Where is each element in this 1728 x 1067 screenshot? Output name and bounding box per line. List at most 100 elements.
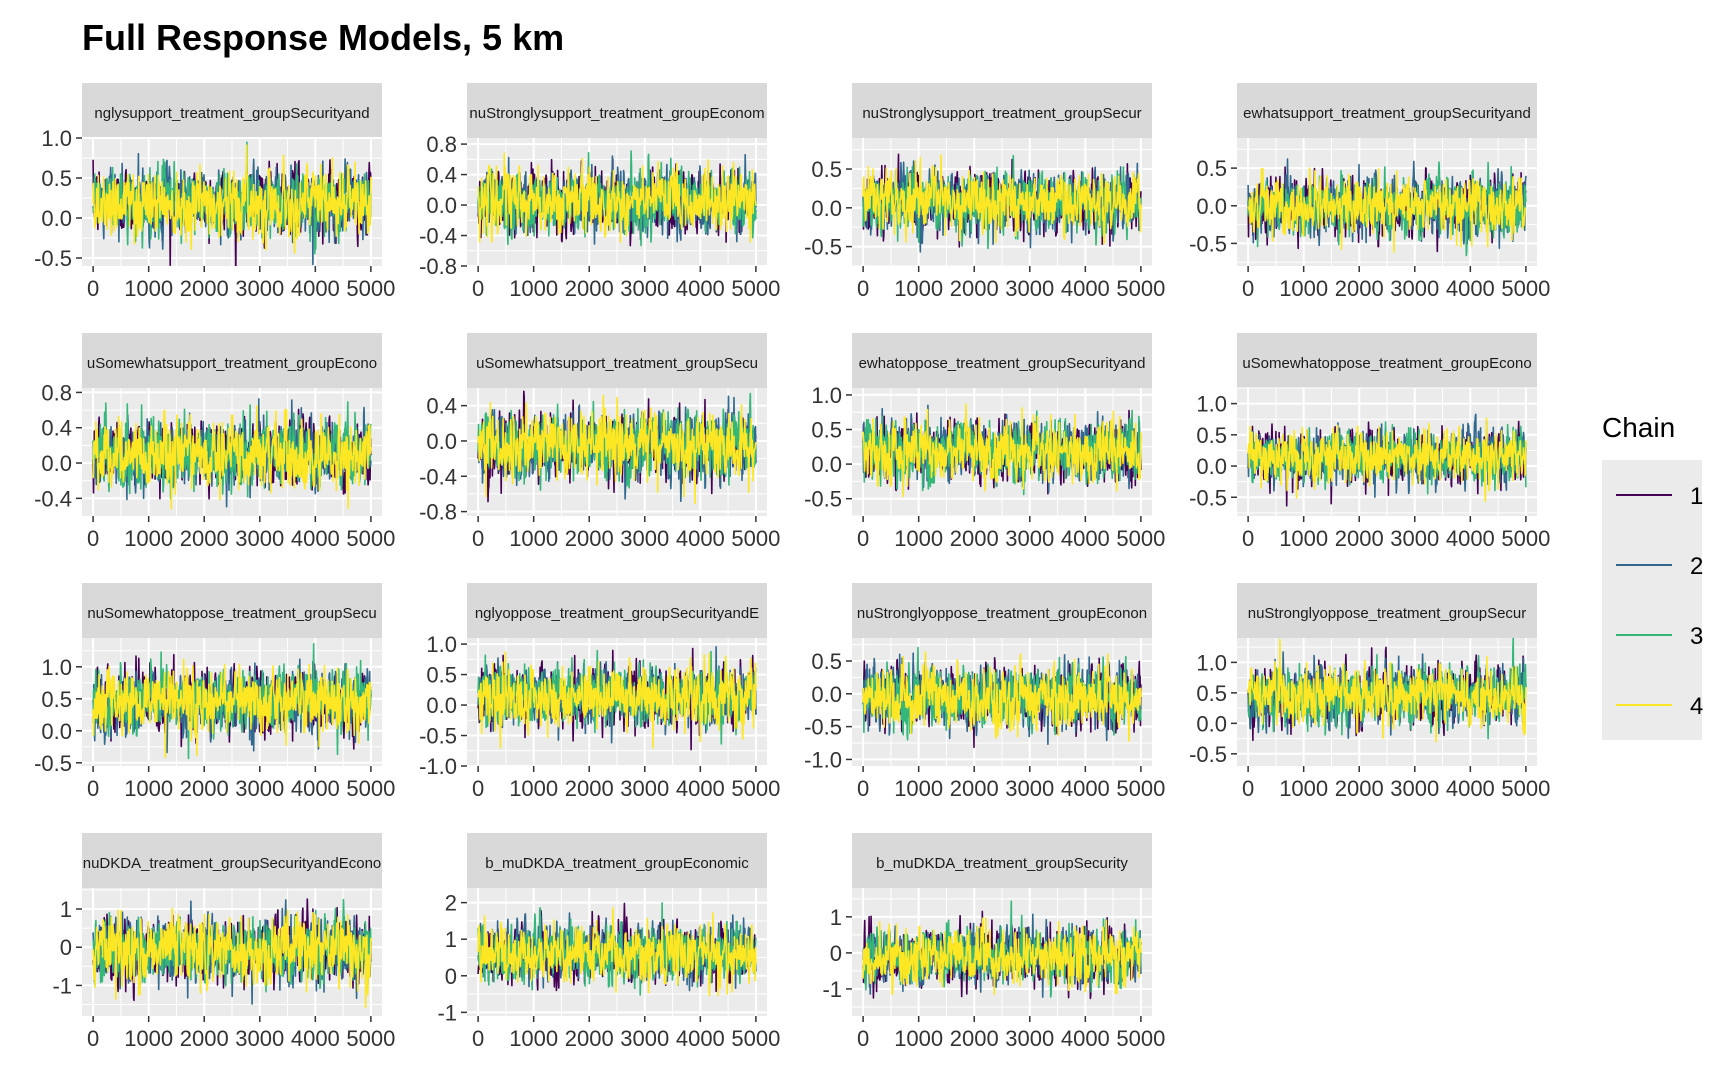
x-tick-label: 1000 [509, 776, 558, 801]
x-tick-label: 4000 [1446, 276, 1495, 301]
chain-4-trace [477, 394, 757, 505]
y-tick-label: -1.0 [804, 747, 842, 772]
y-tick-label: 0.4 [426, 394, 457, 419]
x-tick-label: 4000 [291, 276, 340, 301]
y-tick-label: 0.0 [41, 719, 72, 744]
facet-panel-1: nglysupport_treatment_groupSecurityand 1.… [34, 83, 395, 301]
x-tick-label: 1000 [509, 1026, 558, 1051]
chain-4-trace [862, 917, 1142, 996]
y-tick-label: 0.5 [1196, 423, 1227, 448]
x-tick-label: 3000 [620, 276, 669, 301]
x-tick-label: 3000 [1005, 526, 1054, 551]
x-tick-label: 3000 [235, 1026, 284, 1051]
x-tick-label: 3000 [620, 1026, 669, 1051]
x-tick-label: 5000 [346, 526, 395, 551]
chain-4-trace [862, 154, 1142, 245]
y-tick-label: 1 [445, 927, 457, 952]
y-tick-label: 0.5 [1196, 156, 1227, 181]
x-tick-label: 5000 [1116, 526, 1165, 551]
legend-label: 3 [1690, 623, 1703, 650]
trace-lines [92, 643, 372, 760]
y-tick-label: 0.5 [41, 687, 72, 712]
y-tick-label: 0 [830, 941, 842, 966]
chain-4-trace [1247, 638, 1527, 743]
x-tick-label: 1000 [1279, 776, 1328, 801]
x-tick-label: 5000 [731, 1026, 780, 1051]
x-tick-label: 1000 [509, 526, 558, 551]
legend-entry-4: 4 [1616, 693, 1703, 720]
y-tick-label: 0.0 [426, 429, 457, 454]
facet-strip [852, 83, 1152, 138]
x-tick-label: 1000 [124, 776, 173, 801]
x-tick-label: 2000 [180, 776, 229, 801]
x-tick-label: 2000 [950, 1026, 999, 1051]
x-tick-label: 5000 [346, 1026, 395, 1051]
chain-4-trace [92, 144, 372, 255]
legend: Chain 1 2 3 4 [1602, 412, 1703, 740]
legend-label: 2 [1690, 553, 1703, 580]
x-tick-label: 2000 [1335, 276, 1384, 301]
x-tick-label: 5000 [346, 776, 395, 801]
y-tick-label: 1.0 [1196, 650, 1227, 675]
x-tick-label: 1000 [124, 276, 173, 301]
y-tick-label: 0.0 [41, 206, 72, 231]
facet-strip [467, 833, 767, 888]
x-tick-label: 2000 [565, 526, 614, 551]
y-tick-label: 0.0 [1196, 711, 1227, 736]
x-tick-label: 1000 [894, 1026, 943, 1051]
facet-panel-4: ewhatsupport_treatment_groupSecurityand 0… [1189, 83, 1550, 301]
x-tick-label: 2000 [180, 1026, 229, 1051]
facet-panel-6: uSomewhatsupport_treatment_groupSecu 0.4 0… [419, 333, 780, 551]
x-tick-label: 3000 [235, 276, 284, 301]
trace-lines [92, 398, 372, 510]
x-tick-label: 2000 [950, 526, 999, 551]
y-tick-label: 0.4 [41, 416, 72, 441]
chart-title: Full Response Models, 5 km [82, 17, 564, 58]
x-tick-label: 0 [472, 776, 484, 801]
y-tick-label: 1.0 [426, 632, 457, 657]
x-tick-label: 3000 [1390, 776, 1439, 801]
x-tick-label: 0 [472, 276, 484, 301]
x-tick-label: 3000 [1390, 276, 1439, 301]
facet-strip-label: nuStronglyoppose_treatment_groupSecur [1248, 605, 1527, 622]
facet-panel-5: uSomewhatsupport_treatment_groupEcono 0.8… [34, 333, 395, 551]
y-tick-label: -1.0 [419, 754, 457, 779]
y-tick-label: 1 [830, 905, 842, 930]
facet-strip [82, 83, 382, 138]
x-tick-label: 1000 [894, 776, 943, 801]
trace-lines [1247, 158, 1527, 257]
y-tick-label: -0.4 [419, 464, 457, 489]
trace-lines [862, 153, 1142, 253]
y-tick-label: 0.0 [811, 452, 842, 477]
trace-lines [477, 646, 757, 751]
x-tick-label: 0 [857, 776, 869, 801]
facet-strip [467, 83, 767, 138]
x-tick-label: 1000 [894, 526, 943, 551]
y-tick-label: 0.5 [1196, 681, 1227, 706]
chain-4-trace [477, 152, 757, 244]
facet-strip-label: nglysupport_treatment_groupSecurityand [94, 105, 369, 122]
x-tick-label: 1000 [124, 526, 173, 551]
y-tick-label: 0.0 [1196, 454, 1227, 479]
trace-lines [862, 646, 1142, 749]
facet-panel-3: nuStronglysupport_treatment_groupSecur 0.… [804, 83, 1165, 301]
y-tick-label: 1.0 [811, 383, 842, 408]
x-tick-label: 2000 [1335, 526, 1384, 551]
x-tick-label: 0 [87, 776, 99, 801]
legend-entry-1: 1 [1616, 483, 1703, 510]
y-tick-label: 1.0 [41, 655, 72, 680]
trace-lines [477, 902, 757, 997]
legend-title: Chain [1602, 412, 1675, 443]
x-tick-label: 2000 [180, 526, 229, 551]
x-tick-label: 3000 [1390, 526, 1439, 551]
legend-label: 1 [1690, 483, 1703, 510]
x-tick-label: 2000 [950, 776, 999, 801]
facet-panel-12: nuStronglyoppose_treatment_groupSecur 1.0… [1189, 583, 1550, 801]
y-tick-label: -1 [52, 973, 72, 998]
x-tick-label: 2000 [565, 276, 614, 301]
facet-strip [1237, 333, 1537, 388]
facet-strip [467, 333, 767, 388]
chain-4-trace [92, 405, 372, 510]
x-tick-label: 1000 [124, 1026, 173, 1051]
x-tick-label: 4000 [1061, 276, 1110, 301]
